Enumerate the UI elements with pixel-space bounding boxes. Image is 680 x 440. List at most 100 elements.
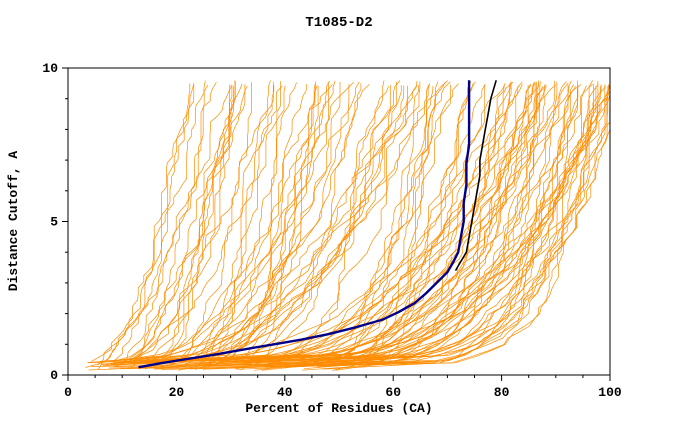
- ensemble-curve: [169, 82, 252, 365]
- ensemble-curve: [194, 80, 330, 370]
- ensemble-curve: [132, 84, 557, 362]
- ensemble-curve: [249, 84, 529, 362]
- ensemble-curve: [114, 83, 191, 360]
- ensemble-curve: [202, 81, 281, 364]
- ensemble-curve: [121, 86, 609, 370]
- ensemble-curve: [125, 85, 283, 363]
- x-tick-label: 0: [64, 385, 72, 400]
- ensemble-curve: [118, 84, 333, 361]
- ensemble-curve: [268, 82, 569, 366]
- ensemble-curve: [302, 81, 558, 371]
- ensemble-curve: [179, 84, 569, 362]
- ensemble-curve: [164, 85, 505, 363]
- ensemble-curve: [331, 85, 611, 363]
- ensemble-curve: [243, 83, 362, 367]
- ensemble-curve: [150, 84, 606, 368]
- ensemble-curve: [218, 85, 597, 363]
- ensemble-curve: [113, 84, 246, 368]
- ensemble-curve: [136, 85, 405, 363]
- ensemble-curve: [123, 80, 594, 364]
- ensemble-curve: [155, 86, 234, 363]
- ensemble-curve: [143, 84, 231, 362]
- ensemble-curve: [178, 81, 360, 371]
- ensemble-curve: [215, 82, 341, 365]
- ensemble-curve: [87, 86, 389, 363]
- ensemble-curve: [335, 81, 472, 371]
- ensemble-curve: [268, 80, 449, 364]
- ensemble-curve: [189, 80, 611, 370]
- ensemble-curve: [270, 84, 486, 368]
- ensemble-curve: [145, 80, 236, 370]
- ensemble-curve: [175, 85, 286, 369]
- ensemble-curve: [94, 85, 408, 363]
- ensemble-curve: [115, 84, 609, 367]
- x-tick-label: 100: [598, 385, 622, 400]
- ensemble-curve: [207, 84, 307, 367]
- ensemble-curve: [121, 82, 217, 365]
- axes-layer: 0 20 40 60 80 100 0 5 10: [42, 61, 622, 400]
- ensemble-curve: [134, 83, 430, 361]
- x-tick-label: 60: [385, 385, 401, 400]
- ensemble-curve: [208, 84, 582, 362]
- ensemble-curve: [177, 80, 336, 364]
- ensemble-curve: [85, 84, 233, 368]
- ensemble-curve: [130, 84, 547, 362]
- ensemble-curve: [328, 82, 539, 366]
- ensemble-curve: [253, 83, 459, 361]
- reference-curve: [454, 80, 497, 272]
- ensemble-curve: [140, 85, 402, 362]
- ensemble-curve: [161, 81, 512, 371]
- ensemble-curve: [169, 80, 271, 364]
- ensemble-curve: [318, 84, 451, 368]
- ensemble-curve: [235, 80, 385, 370]
- ensemble-curve: [280, 83, 474, 361]
- ensemble-curve: [273, 85, 579, 362]
- ensemble-curve: [154, 80, 401, 370]
- y-tick-label: 5: [50, 215, 58, 230]
- x-tick-label: 80: [494, 385, 510, 400]
- ensemble-curve: [303, 86, 544, 370]
- y-axis-label: Distance Cutoff, A: [6, 151, 21, 292]
- ensemble-curve: [111, 85, 248, 363]
- ensemble-curve: [238, 84, 532, 369]
- ensemble-curve: [97, 82, 195, 366]
- ensemble-curve: [242, 84, 430, 362]
- ensemble-curve: [91, 85, 194, 362]
- ensemble-curve: [237, 80, 572, 370]
- ensemble-curve: [254, 81, 451, 371]
- ensemble-curve: [257, 81, 514, 365]
- ensemble-curve: [276, 84, 578, 361]
- ensemble-curve: [286, 83, 599, 361]
- ensemble-curve: [231, 85, 319, 363]
- ensemble-curve: [198, 82, 297, 366]
- x-axis-label: Percent of Residues (CA): [245, 401, 432, 416]
- ensemble-curve: [98, 80, 206, 370]
- ensemble-curve: [119, 85, 547, 369]
- curves-layer: [85, 80, 611, 371]
- ensemble-curve: [336, 85, 419, 362]
- ensemble-curve: [108, 85, 587, 369]
- ensemble-curve: [243, 80, 418, 364]
- ensemble-curve: [125, 85, 611, 363]
- ensemble-curve: [240, 81, 316, 371]
- ensemble-curve: [321, 82, 534, 366]
- ensemble-curve: [113, 81, 274, 365]
- ensemble-curve: [272, 84, 391, 362]
- ensemble-curve: [143, 85, 610, 362]
- highlight-curve: [138, 80, 471, 369]
- y-tick-label: 0: [50, 368, 58, 383]
- ensemble-curve: [88, 81, 567, 371]
- ensemble-curve: [130, 84, 209, 368]
- ensemble-curve: [261, 81, 476, 371]
- ensemble-curve: [152, 85, 576, 363]
- ensemble-curve: [102, 83, 506, 366]
- y-tick-label: 10: [42, 61, 58, 76]
- x-tick-label: 40: [277, 385, 293, 400]
- x-tick-label: 20: [169, 385, 185, 400]
- ensemble-curve: [205, 81, 537, 365]
- ensemble-curve: [110, 81, 523, 365]
- chart-title: T1085-D2: [305, 15, 372, 31]
- ensemble-curve: [154, 84, 233, 368]
